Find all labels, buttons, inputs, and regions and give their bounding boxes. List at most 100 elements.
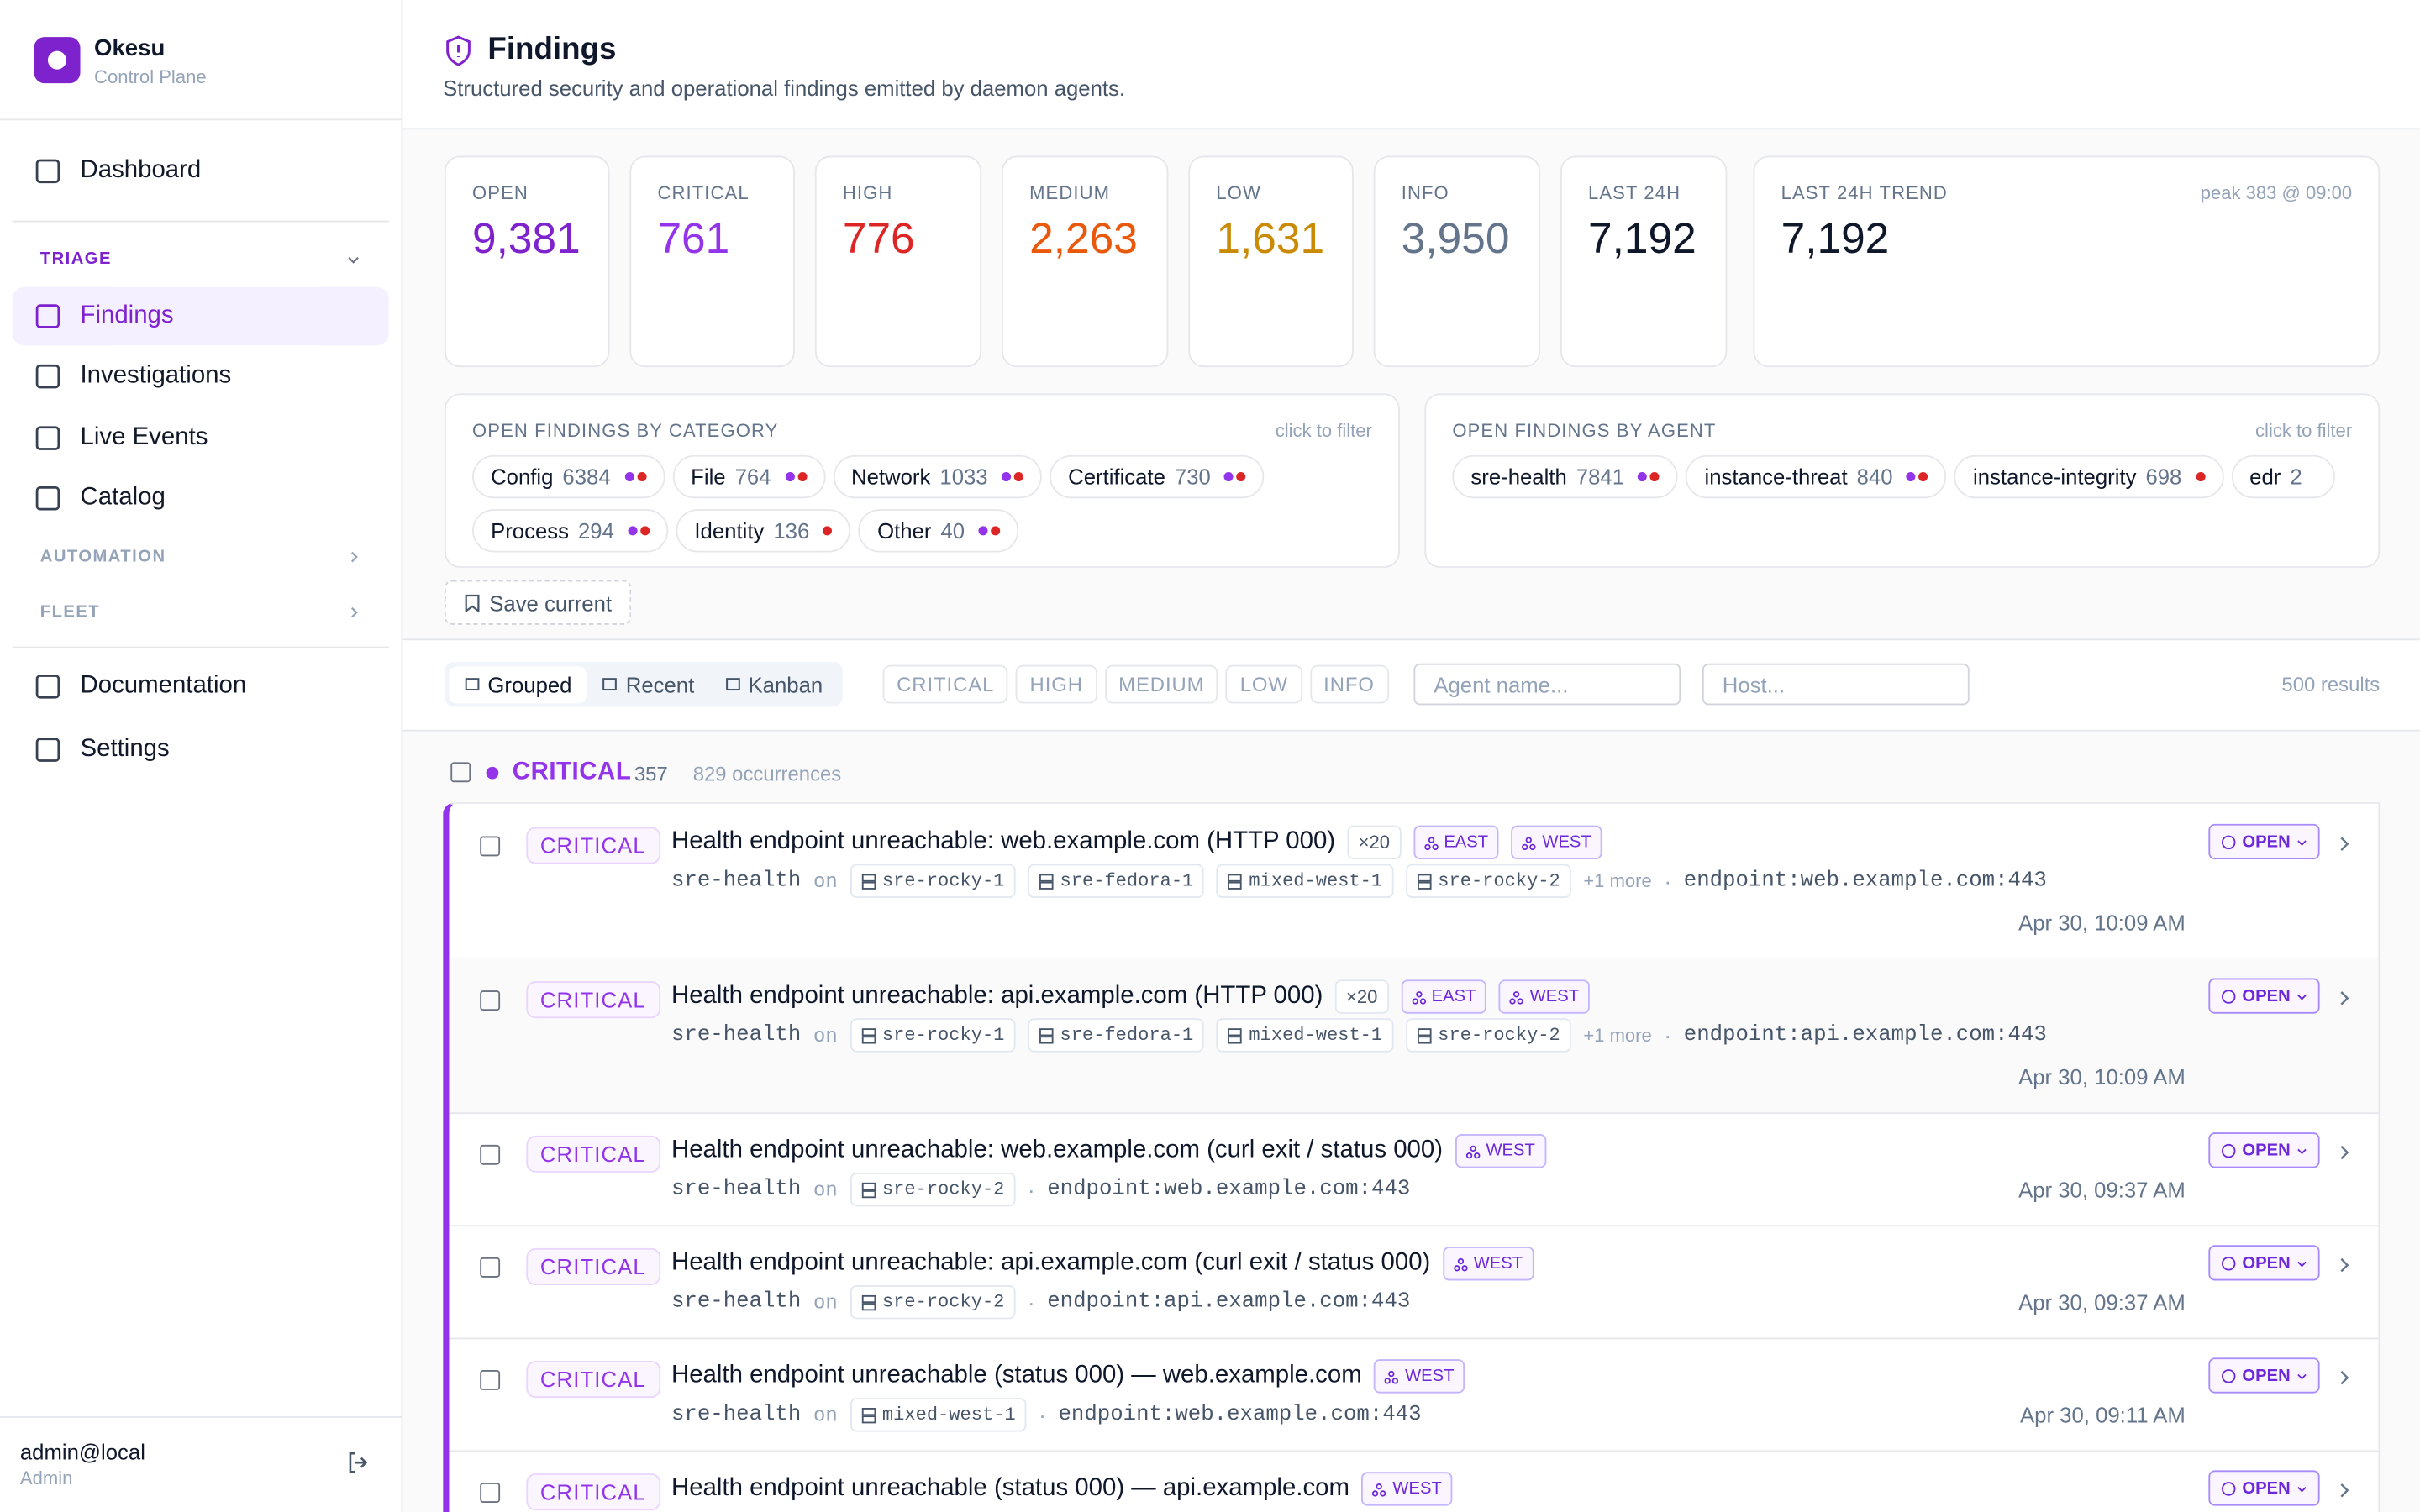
page-subtitle: Structured security and operational find…	[443, 75, 1126, 101]
result-count: 500 results	[2281, 672, 2381, 696]
stat-value: 2,263	[1029, 214, 1138, 263]
nav-item[interactable]: Findings	[12, 286, 389, 346]
host-label: sre-rocky-1	[881, 869, 1005, 892]
chip[interactable]: instance-integrity 698	[1954, 454, 2223, 499]
icon	[2296, 991, 2307, 1000]
chip[interactable]: Other 40	[859, 509, 1019, 553]
host-tag: sre-fedora-1	[1027, 1018, 1205, 1053]
separator: ·	[1027, 1177, 1035, 1202]
host-tag: mixed-west-1	[850, 1398, 1027, 1432]
status-button[interactable]: OPEN	[2208, 1245, 2320, 1281]
separator: ·	[1664, 869, 1672, 894]
finding-row[interactable]: CRITICAL Health endpoint unreachable: web…	[449, 1112, 2379, 1227]
expand-chevron[interactable]	[2338, 1140, 2351, 1168]
nav-item[interactable]: Dashboard	[13, 142, 389, 201]
icon	[2338, 1370, 2351, 1385]
chip[interactable]: sre-health 7841	[1452, 454, 1679, 499]
logout-icon[interactable]	[345, 1451, 370, 1475]
status-button[interactable]: OPEN	[2208, 1470, 2320, 1506]
save-button[interactable]: Save current	[444, 580, 632, 625]
section-header[interactable]: TRIAGE	[0, 232, 402, 287]
finding-time: Apr 30, 10:09 AM	[2018, 910, 2186, 936]
icon	[2338, 1145, 2351, 1160]
expand-chevron[interactable]	[2338, 1252, 2351, 1280]
icon	[860, 1181, 876, 1198]
chip-count: 40	[940, 518, 965, 543]
icon	[860, 1294, 876, 1310]
chip[interactable]: File 764	[672, 454, 825, 499]
chip-name: instance-threat	[1704, 464, 1848, 490]
nav-item[interactable]: Live Events	[13, 408, 389, 467]
icon	[2338, 990, 2351, 1005]
nav-item[interactable]: Catalog	[13, 469, 389, 528]
view-button[interactable]: Grouped	[449, 665, 587, 703]
icon	[1228, 1026, 1243, 1043]
nav-item[interactable]: Settings	[13, 717, 389, 780]
region-label: EAST	[1444, 832, 1489, 852]
row-checkbox[interactable]	[480, 1144, 501, 1165]
status-button[interactable]: OPEN	[2208, 978, 2320, 1014]
nav-item[interactable]: Investigations	[13, 348, 389, 407]
nav-label: Settings	[80, 735, 170, 762]
host-tag: sre-rocky-2	[850, 1172, 1016, 1207]
host-input[interactable]: Host...	[1702, 663, 1970, 706]
chip-count: 764	[734, 464, 771, 490]
severity-filter[interactable]: LOW	[1226, 664, 1302, 704]
chip[interactable]: edr 2	[2231, 454, 2335, 499]
expand-chevron[interactable]	[2338, 1366, 2351, 1394]
finding-row[interactable]: CRITICAL Health endpoint unreachable: api…	[449, 958, 2379, 1115]
trend-label: LAST 24H TREND	[1781, 181, 1948, 204]
row-checkbox[interactable]	[480, 836, 501, 857]
target: endpoint:api.example.com:443	[1683, 1022, 2047, 1048]
dot	[978, 526, 988, 536]
expand-chevron[interactable]	[2338, 832, 2351, 859]
status-button[interactable]: OPEN	[2208, 823, 2320, 860]
severity-badge: CRITICAL	[526, 1360, 660, 1399]
section-header[interactable]: FLEET	[0, 585, 402, 640]
agent-input[interactable]: Agent name...	[1413, 663, 1681, 706]
host-label: mixed-west-1	[881, 1404, 1016, 1426]
view-button[interactable]: Kanban	[710, 666, 839, 703]
nav-label: Investigations	[80, 363, 232, 390]
finding-row[interactable]: CRITICAL Health endpoint unreachable: api…	[449, 1225, 2379, 1340]
chip[interactable]: Config 6384	[472, 454, 665, 499]
chip[interactable]: Process 294	[472, 509, 669, 553]
group-checkbox[interactable]	[450, 762, 471, 783]
chip[interactable]: Network 1033	[833, 454, 1042, 499]
nav-item[interactable]: Documentation	[13, 654, 389, 717]
chip[interactable]: Identity 136	[676, 509, 851, 553]
row-checkbox[interactable]	[480, 1257, 501, 1278]
section-header[interactable]: AUTOMATION	[0, 529, 402, 585]
group-dot	[486, 766, 499, 780]
chip[interactable]: Certificate 730	[1050, 454, 1265, 499]
finding-row[interactable]: CRITICAL Health endpoint unreachable: web…	[449, 804, 2379, 960]
status-button[interactable]: OPEN	[2208, 1132, 2320, 1168]
expand-chevron[interactable]	[2338, 1478, 2351, 1506]
icon	[1411, 990, 1426, 1004]
icon	[1039, 1026, 1054, 1043]
expand-chevron[interactable]	[2338, 986, 2351, 1014]
severity-filter[interactable]: HIGH	[1015, 664, 1097, 704]
divider	[12, 220, 389, 223]
chip-name: sre-health	[1470, 464, 1567, 490]
view-button[interactable]: Recent	[587, 666, 710, 703]
stat-card: CRITICAL 761	[629, 155, 795, 368]
chip[interactable]: instance-threat 840	[1686, 454, 1947, 499]
row-checkbox[interactable]	[480, 1483, 501, 1503]
row-checkbox[interactable]	[480, 1370, 501, 1390]
finding-row[interactable]: CRITICAL Health endpoint unreachable (sta…	[449, 1451, 2378, 1512]
status-button[interactable]: OPEN	[2208, 1357, 2320, 1394]
region-tag: WEST	[1443, 1247, 1534, 1281]
finding-row[interactable]: CRITICAL Health endpoint unreachable (sta…	[449, 1337, 2379, 1452]
icon	[34, 157, 61, 185]
severity-filter[interactable]: CRITICAL	[882, 664, 1008, 704]
finding-title: Health endpoint unreachable (status 000)…	[671, 1362, 1362, 1389]
severity-filter[interactable]: INFO	[1309, 664, 1389, 704]
severity-filter[interactable]: MEDIUM	[1104, 664, 1219, 704]
region-tag: WEST	[1455, 1133, 1546, 1168]
dot	[1638, 472, 1648, 482]
row-checkbox[interactable]	[480, 990, 501, 1011]
findings-list: CRITICAL Health endpoint unreachable: web…	[443, 802, 2381, 1512]
host-label: sre-fedora-1	[1060, 1024, 1194, 1047]
